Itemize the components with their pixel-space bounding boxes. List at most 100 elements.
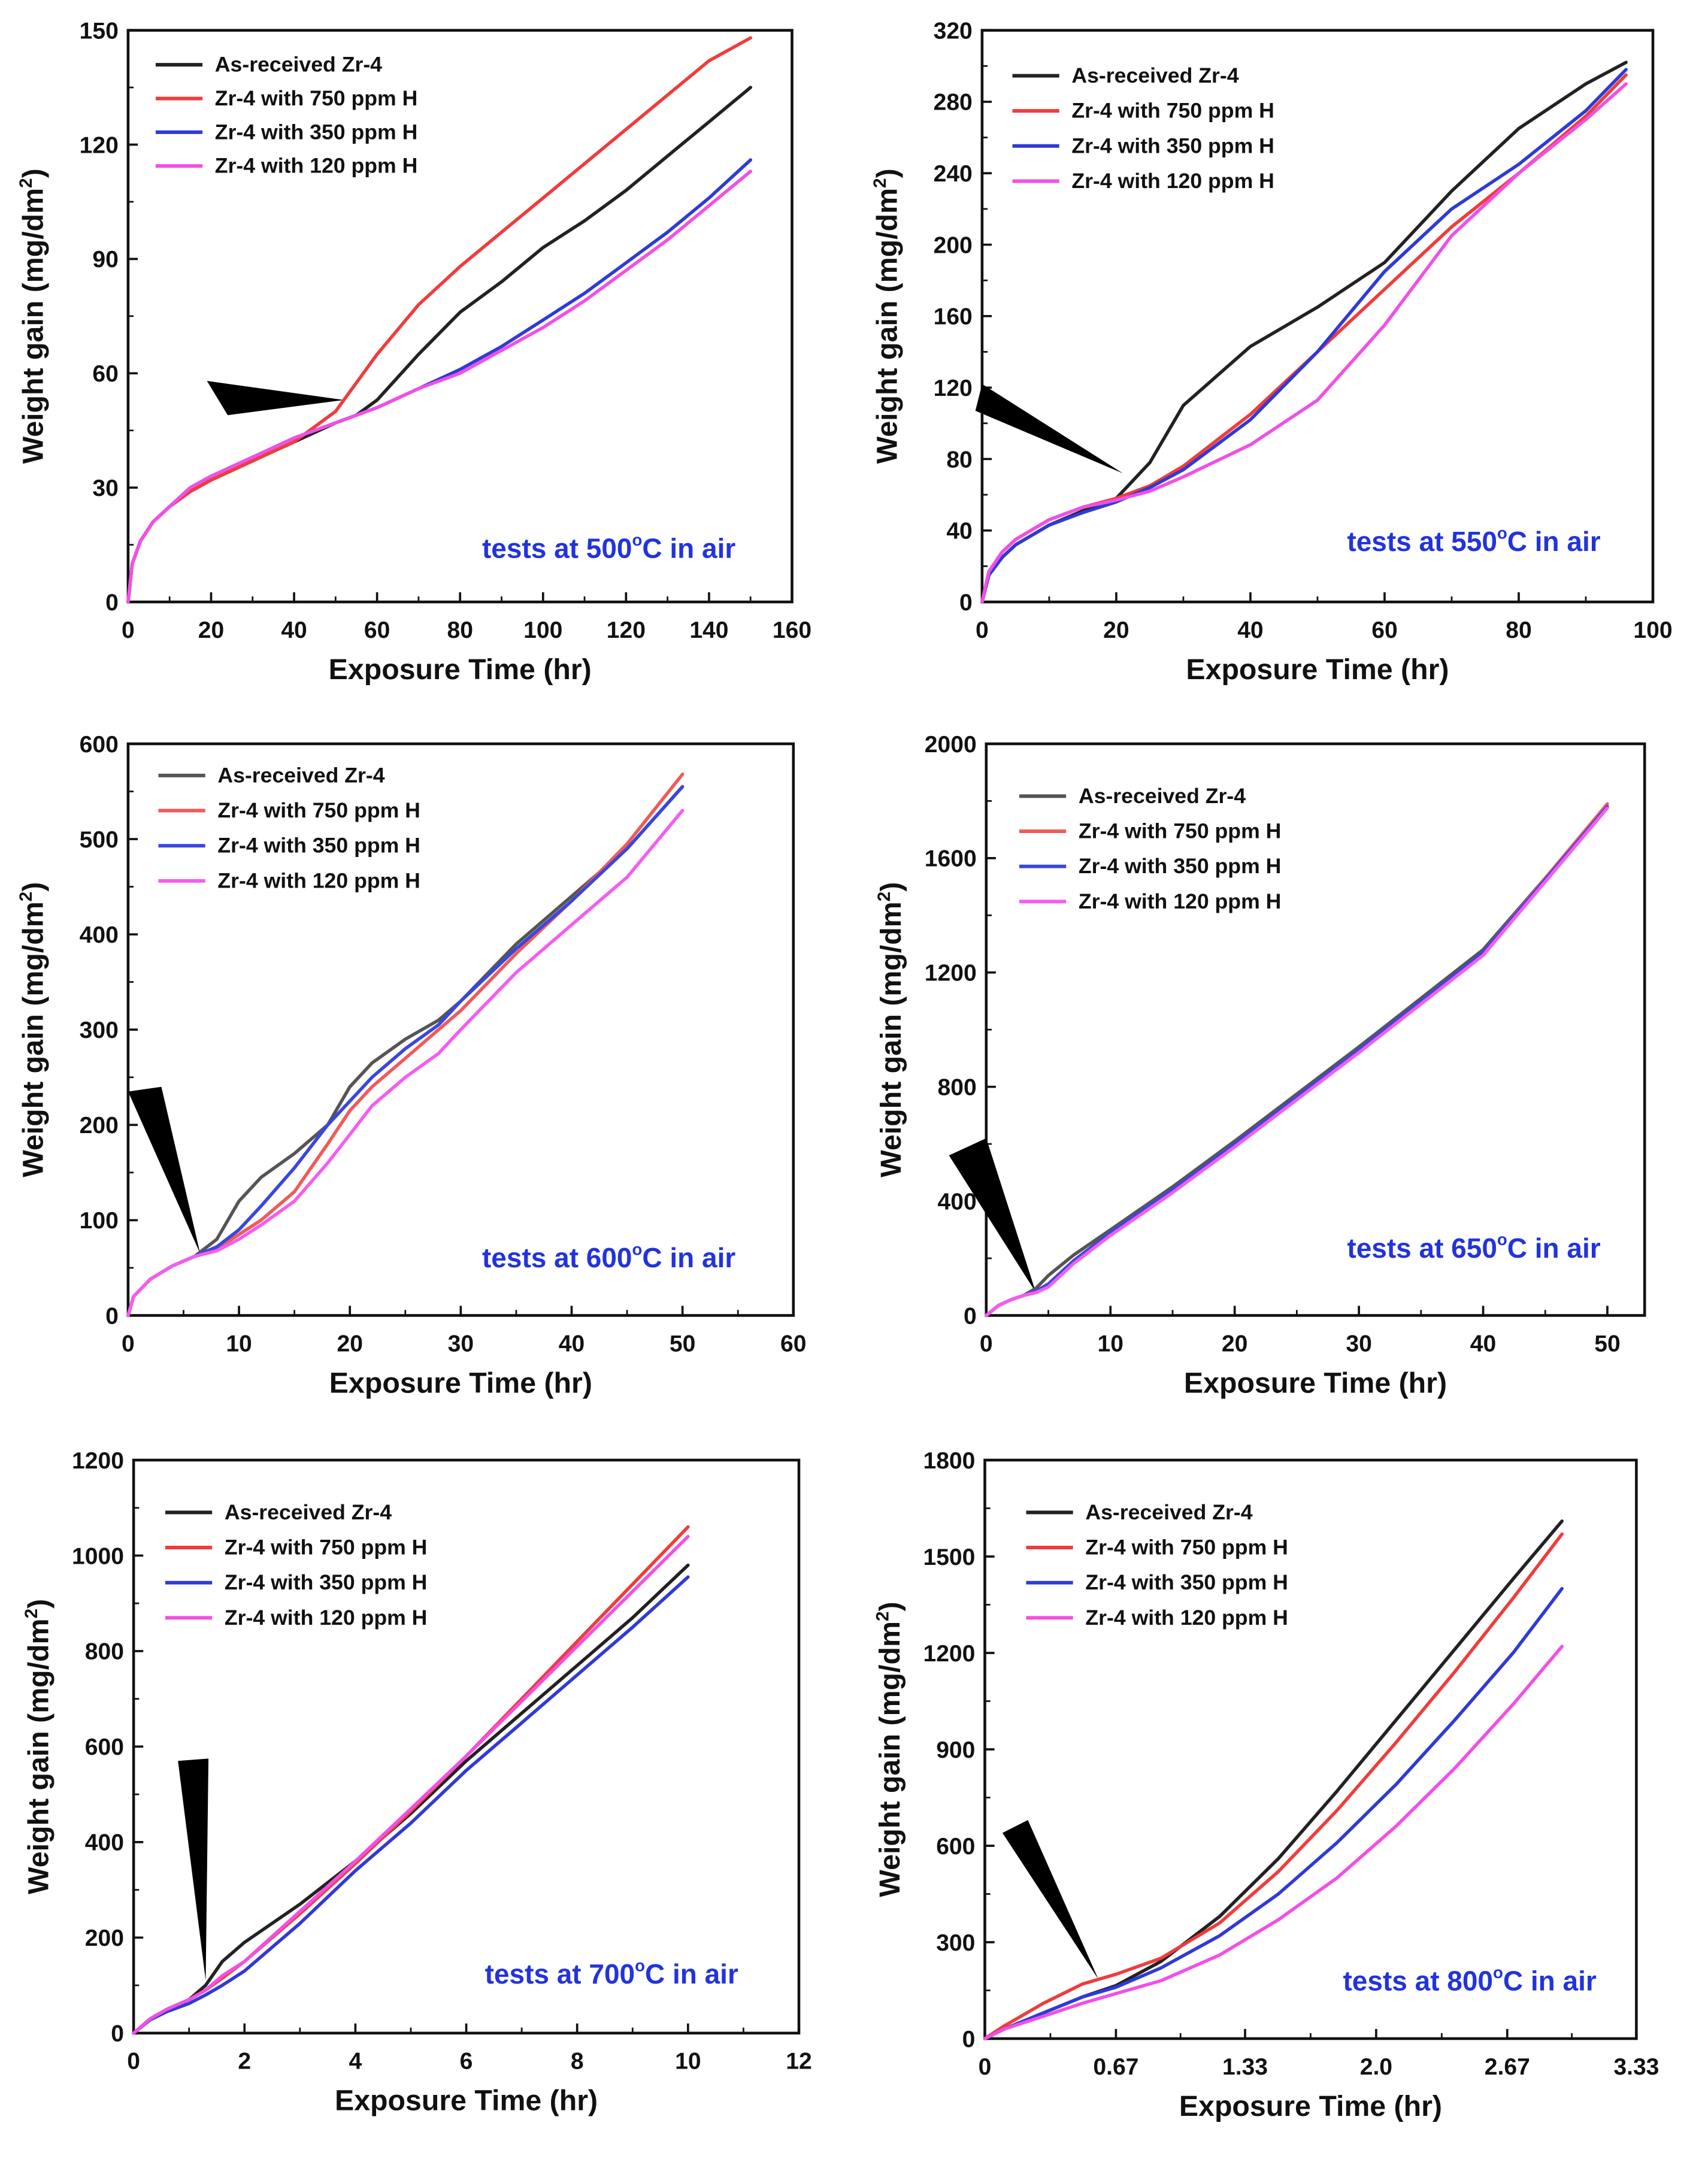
y-tick-label: 900 — [936, 1737, 975, 1763]
legend-entry: As-received Zr-4 — [1085, 1500, 1252, 1524]
y-tick-label: 600 — [85, 1734, 124, 1760]
x-axis-label: Exposure Time (hr) — [1184, 1367, 1447, 1399]
series-line-4 — [132, 1534, 690, 2035]
y-axis-label: Weight gain (mg/dm2) — [870, 168, 903, 464]
y-tick-label: 0 — [962, 2027, 976, 2052]
x-tick-label: 8 — [571, 2049, 584, 2075]
x-tick-label: 50 — [670, 1331, 695, 1356]
y-tick-label: 1200 — [925, 961, 977, 986]
legend-entry: Zr-4 with 350 ppm H — [225, 1570, 428, 1594]
x-tick-label: 40 — [281, 617, 307, 643]
x-tick-label: 20 — [1103, 617, 1129, 643]
x-tick-label: 0 — [979, 2054, 992, 2080]
y-tick-label: 300 — [936, 1930, 975, 1956]
x-tick-label: 1.33 — [1222, 2054, 1268, 2080]
y-tick-label: 320 — [934, 18, 973, 44]
legend-entry: Zr-4 with 120 ppm H — [1079, 889, 1282, 913]
y-tick-label: 600 — [80, 732, 119, 758]
y-tick-label: 240 — [934, 161, 973, 187]
x-tick-label: 6 — [460, 2049, 473, 2075]
x-tick-label: 20 — [1222, 1331, 1247, 1356]
onset-arrow — [128, 1086, 201, 1254]
x-tick-label: 10 — [226, 1331, 252, 1356]
x-tick-label: 0 — [127, 2049, 140, 2075]
legend-entry: As-received Zr-4 — [1079, 784, 1246, 808]
onset-arrow — [1002, 1820, 1098, 1979]
series-line-3 — [132, 1575, 690, 2035]
x-tick-label: 160 — [773, 617, 811, 643]
onset-arrow — [178, 1758, 209, 1981]
x-tick-label: 40 — [1237, 617, 1263, 643]
y-tick-label: 1800 — [923, 1448, 975, 1474]
x-tick-label: 10 — [675, 2049, 701, 2075]
legend-entry: Zr-4 with 120 ppm H — [1085, 1606, 1288, 1630]
y-tick-label: 120 — [80, 132, 119, 158]
y-tick-label: 150 — [80, 18, 119, 44]
legend-entry: Zr-4 with 120 ppm H — [215, 154, 418, 178]
y-tick-label: 0 — [959, 590, 973, 616]
x-tick-label: 40 — [559, 1331, 585, 1356]
series-line-4 — [983, 1645, 1564, 2040]
y-tick-label: 280 — [934, 90, 973, 116]
x-tick-label: 0 — [122, 617, 135, 643]
legend-entry: Zr-4 with 750 ppm H — [1085, 1536, 1288, 1560]
series-line-4 — [126, 809, 685, 1318]
y-tick-label: 90 — [92, 247, 118, 272]
test-condition-annotation: tests at 700oC in air — [485, 1956, 738, 1990]
x-axis-label: Exposure Time (hr) — [335, 2085, 598, 2117]
x-axis-label: Exposure Time (hr) — [1179, 2090, 1442, 2122]
x-tick-label: 30 — [448, 1331, 474, 1356]
x-axis-label: Exposure Time (hr) — [329, 1367, 592, 1399]
x-tick-label: 80 — [447, 617, 473, 643]
y-tick-label: 300 — [80, 1018, 119, 1043]
x-tick-label: 12 — [786, 2049, 811, 2075]
y-tick-label: 1200 — [923, 1641, 975, 1667]
y-tick-label: 1600 — [925, 846, 977, 872]
onset-arrow — [207, 381, 344, 416]
x-tick-label: 2.0 — [1360, 2054, 1392, 2080]
y-tick-label: 0 — [105, 1303, 119, 1329]
x-tick-label: 0 — [122, 1331, 135, 1356]
x-tick-label: 60 — [780, 1331, 806, 1356]
x-tick-label: 100 — [523, 617, 562, 643]
series-line-2 — [983, 1532, 1564, 2040]
y-tick-label: 160 — [934, 304, 973, 330]
test-condition-annotation: tests at 550oC in air — [1347, 523, 1600, 557]
y-axis-label: Weight gain (mg/dm2) — [16, 882, 49, 1177]
test-condition-annotation: tests at 600oC in air — [482, 1240, 735, 1273]
test-condition-annotation: tests at 800oC in air — [1343, 1963, 1596, 1997]
onset-arrow — [949, 1138, 1036, 1293]
y-tick-label: 2000 — [925, 732, 977, 758]
x-axis-label: Exposure Time (hr) — [1186, 653, 1449, 686]
legend-entry: Zr-4 with 750 ppm H — [225, 1536, 428, 1560]
x-tick-label: 3.33 — [1613, 2054, 1659, 2080]
legend-entry: Zr-4 with 350 ppm H — [1085, 1570, 1288, 1594]
y-tick-label: 200 — [934, 232, 973, 258]
x-tick-label: 4 — [349, 2049, 362, 2075]
x-tick-label: 40 — [1470, 1331, 1496, 1356]
y-axis-label: Weight gain (mg/dm2) — [16, 168, 49, 464]
y-tick-label: 0 — [105, 590, 119, 616]
y-tick-label: 400 — [937, 1189, 976, 1215]
legend-entry: As-received Zr-4 — [217, 763, 384, 787]
legend-entry: Zr-4 with 750 ppm H — [1071, 99, 1274, 123]
legend-entry: Zr-4 with 120 ppm H — [217, 868, 420, 892]
y-tick-label: 600 — [936, 1834, 975, 1860]
y-tick-label: 500 — [80, 827, 119, 853]
x-tick-label: 0 — [980, 1331, 993, 1356]
onset-arrow — [975, 384, 1123, 474]
x-tick-label: 60 — [1371, 617, 1397, 643]
y-tick-label: 0 — [964, 1303, 977, 1329]
legend-entry: Zr-4 with 750 ppm H — [1079, 819, 1282, 843]
y-tick-label: 800 — [85, 1639, 124, 1665]
y-tick-label: 120 — [934, 376, 973, 401]
legend-entry: Zr-4 with 350 ppm H — [217, 834, 420, 858]
y-tick-label: 200 — [80, 1113, 119, 1138]
x-tick-label: 2.67 — [1485, 2054, 1530, 2080]
legend-entry: Zr-4 with 350 ppm H — [215, 120, 418, 144]
legend-entry: Zr-4 with 350 ppm H — [1079, 854, 1282, 878]
series-line-3 — [983, 1586, 1564, 2040]
